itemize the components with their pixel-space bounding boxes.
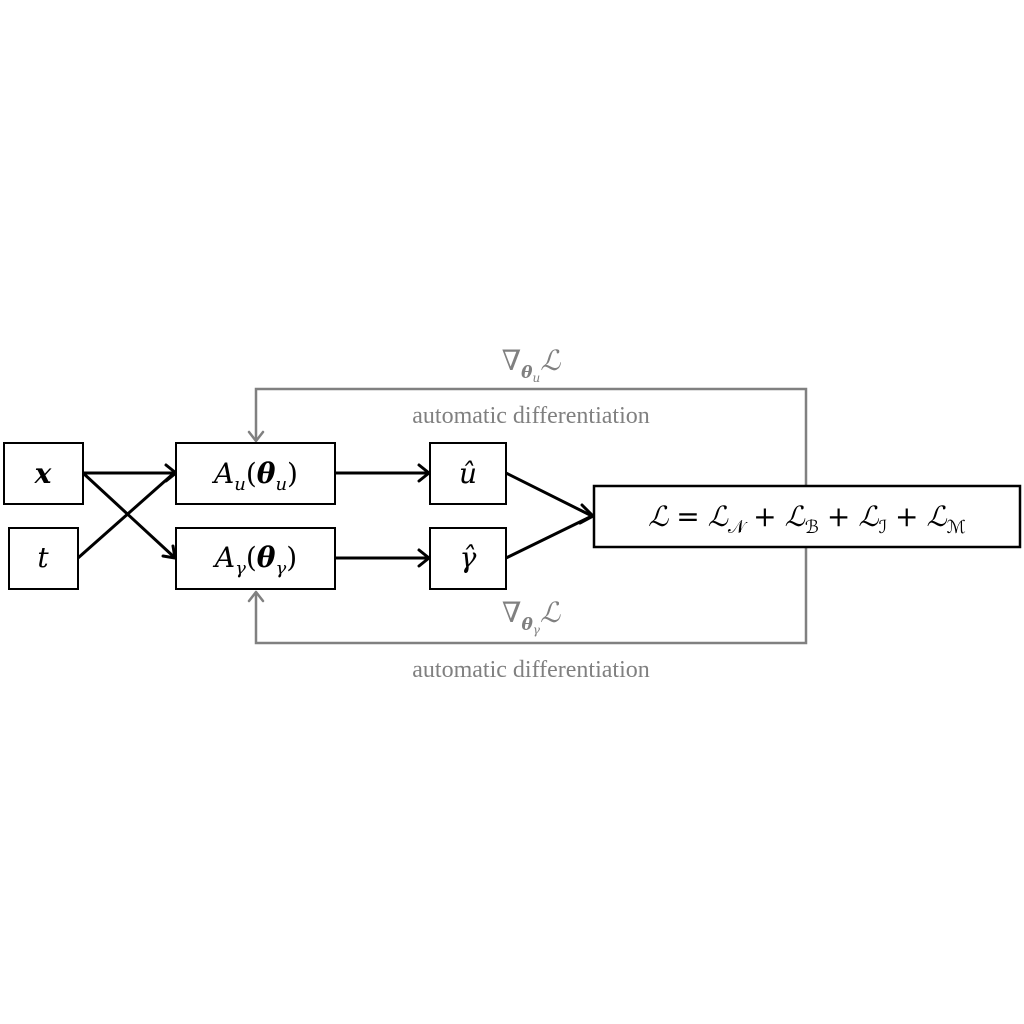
node-ag: Aγ(θγ) <box>175 527 336 590</box>
gradient-gamma-label: ∇θγℒ <box>502 596 561 637</box>
gradient-u-label: ∇θuℒ <box>502 344 562 385</box>
node-ghat-label: γ̂ <box>460 541 477 574</box>
feedback-top-arrowhead <box>247 430 265 443</box>
node-au-label: Au(θu) <box>211 457 298 495</box>
node-uhat: û <box>429 442 507 505</box>
edge-uhat-to-loss <box>505 471 593 518</box>
edge-ghat-to-loss <box>505 514 593 560</box>
feedback-top-line <box>254 387 808 485</box>
feedback-bottom <box>247 548 808 645</box>
node-au: Au(θu) <box>175 442 336 505</box>
node-loss-label: ℒ = ℒ𝒩 + ℒℬ + ℒℐ + ℒℳ <box>648 500 966 538</box>
node-ghat: γ̂ <box>429 527 507 590</box>
feedback-bottom-arrowhead <box>247 590 265 603</box>
node-ag-label: Aγ(θγ) <box>212 541 297 579</box>
node-uhat-label: û <box>459 457 477 490</box>
autodiff-bottom-label: automatic differentiation <box>412 657 649 683</box>
node-t-label: t <box>37 541 49 574</box>
edge-t-to-au <box>77 471 175 560</box>
node-x-label: x <box>34 457 52 490</box>
feedback-top <box>247 387 808 485</box>
feedback-bottom-line <box>254 548 808 645</box>
autodiff-top-label: automatic differentiation <box>412 403 649 429</box>
node-x: x <box>3 442 84 505</box>
node-t: t <box>8 527 79 590</box>
node-loss: ℒ = ℒ𝒩 + ℒℬ + ℒℐ + ℒℳ <box>592 484 1022 549</box>
